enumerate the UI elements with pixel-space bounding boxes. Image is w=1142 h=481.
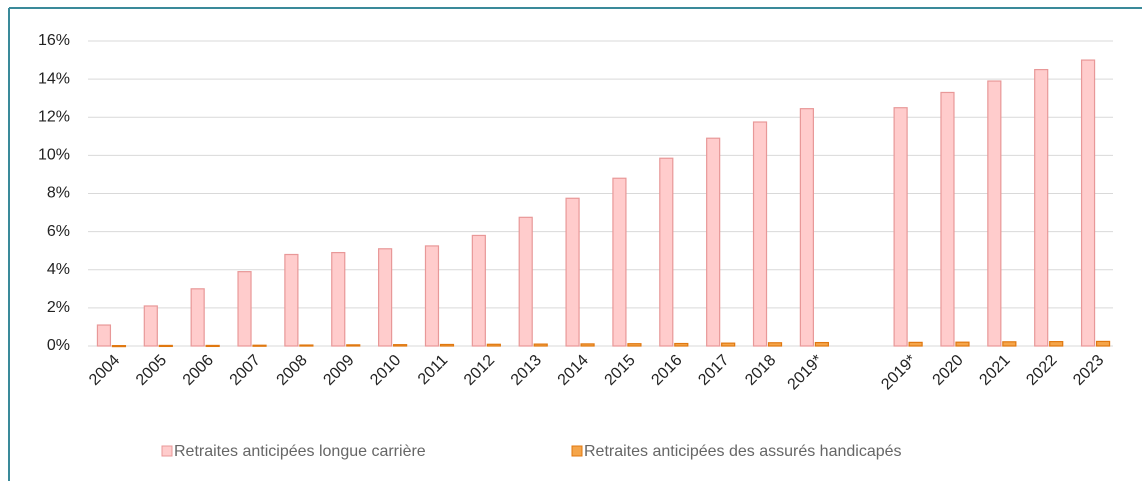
y-tick-label: 16% [38, 32, 70, 49]
x-tick-label: 2008 [274, 352, 311, 389]
x-tick-label: 2019* [785, 352, 827, 394]
x-tick-label: 2018 [742, 352, 779, 389]
bar [1002, 341, 1017, 347]
x-tick-label: 2011 [415, 352, 451, 388]
x-tick-label: 2006 [180, 352, 217, 389]
x-tick-label: 2004 [86, 352, 123, 389]
x-tick-label: 2009 [320, 352, 357, 389]
bar [237, 271, 252, 347]
bar [205, 344, 220, 348]
bar [331, 251, 346, 347]
x-tick-label: 2020 [930, 352, 967, 389]
bar [424, 245, 440, 347]
y-tick-label: 4% [47, 261, 70, 278]
bar [378, 248, 393, 347]
legend-swatch [161, 445, 173, 457]
bar [471, 234, 486, 347]
x-tick-label: 2005 [133, 352, 170, 389]
bar [252, 344, 267, 347]
bar [799, 108, 814, 347]
bar [908, 341, 923, 347]
y-tick-label: 10% [38, 147, 70, 164]
bar [674, 342, 689, 347]
x-tick-label: 2015 [602, 352, 639, 389]
x-tick-label: 2017 [695, 352, 732, 389]
bar [565, 197, 580, 347]
bar [627, 343, 642, 347]
bar [284, 253, 299, 347]
x-tick-label: 2007 [227, 352, 264, 389]
bar [143, 305, 158, 347]
bar [1049, 341, 1064, 347]
bar [346, 344, 361, 347]
bar [518, 216, 533, 347]
x-tick-label: 2014 [555, 352, 592, 389]
y-tick-label: 0% [47, 337, 70, 354]
bar [393, 344, 408, 347]
bar [940, 91, 955, 347]
bar [955, 341, 970, 347]
legend-label: Retraites anticipées longue carrière [174, 443, 426, 460]
bar [299, 344, 314, 347]
y-tick-label: 12% [38, 108, 70, 125]
bar [486, 343, 501, 347]
bar [752, 121, 768, 347]
x-tick-label: 2023 [1070, 352, 1107, 389]
x-tick-label: 2013 [508, 352, 545, 389]
bar [814, 341, 829, 347]
x-tick-label: 2016 [648, 352, 685, 389]
bar [96, 324, 112, 347]
legend-label: Retraites anticipées des assurés handica… [584, 443, 902, 460]
bar [439, 343, 455, 347]
x-tick-label: 2021 [976, 352, 1013, 389]
bar [1080, 59, 1096, 347]
bar [612, 177, 627, 347]
y-tick-label: 6% [47, 223, 70, 240]
bar [158, 344, 173, 348]
bar [893, 107, 908, 347]
x-tick-label: 2022 [1023, 352, 1060, 389]
y-tick-label: 14% [38, 70, 70, 87]
bar [1034, 68, 1049, 347]
x-tick-label: 2012 [461, 352, 498, 389]
bar [190, 288, 205, 347]
bar [767, 342, 783, 347]
bar [580, 343, 595, 347]
bar [533, 343, 548, 347]
x-tick-label: 2019* [878, 352, 920, 394]
bar [1095, 340, 1111, 347]
y-tick-label: 2% [47, 299, 70, 316]
bar [659, 157, 674, 347]
legend-swatch [571, 445, 583, 457]
bar [111, 345, 127, 348]
bar [706, 137, 721, 347]
bar [987, 80, 1002, 347]
x-tick-label: 2010 [367, 352, 404, 389]
bar [721, 342, 736, 347]
y-tick-label: 8% [47, 185, 70, 202]
